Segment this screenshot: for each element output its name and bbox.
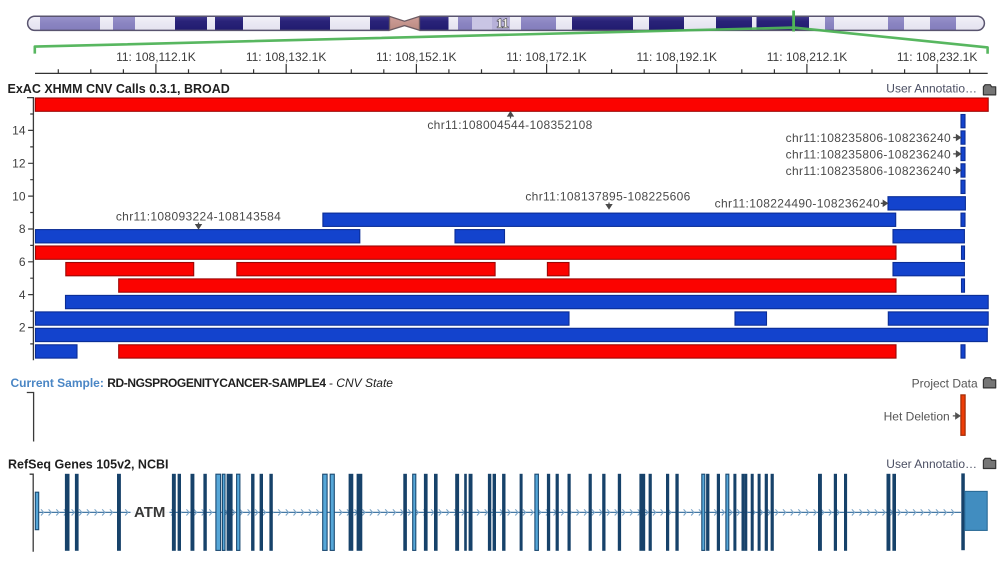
svg-text:User Annotatio…: User Annotatio…	[886, 82, 977, 96]
svg-text:6: 6	[19, 255, 26, 269]
svg-text:chr11:108224490-108236240: chr11:108224490-108236240	[715, 197, 880, 211]
svg-text:10: 10	[12, 189, 26, 203]
svg-text:2: 2	[19, 321, 26, 335]
svg-text:ExAC XHMM CNV Calls 0.3.1, BRO: ExAC XHMM CNV Calls 0.3.1, BROAD	[8, 82, 230, 96]
svg-text:Project Data: Project Data	[912, 377, 978, 391]
svg-text:chr11:108093224-108143584: chr11:108093224-108143584	[116, 210, 281, 224]
svg-text:11: 108,212.1K: 11: 108,212.1K	[767, 50, 848, 64]
svg-text:chr11:108235806-108236240: chr11:108235806-108236240	[786, 164, 951, 178]
svg-text:11: 11	[496, 16, 508, 31]
svg-text:ATM: ATM	[134, 504, 165, 521]
svg-text:chr11:108235806-108236240: chr11:108235806-108236240	[786, 147, 951, 161]
svg-text:11: 108,152.1K: 11: 108,152.1K	[376, 50, 457, 64]
svg-text:14: 14	[12, 124, 26, 138]
svg-text:11: 108,132.1K: 11: 108,132.1K	[246, 50, 327, 64]
svg-text:12: 12	[12, 157, 26, 171]
svg-text:chr11:108235806-108236240: chr11:108235806-108236240	[786, 131, 951, 145]
svg-text:RefSeq Genes 105v2, NCBI: RefSeq Genes 105v2, NCBI	[8, 457, 169, 471]
svg-text:4: 4	[19, 288, 26, 302]
svg-text:11: 108,192.1K: 11: 108,192.1K	[637, 50, 718, 64]
svg-text:Current Sample: RD-NGSPROGENIT: Current Sample: RD-NGSPROGENITYCANCER-SA…	[11, 376, 394, 390]
svg-text:11: 108,112.1K: 11: 108,112.1K	[116, 50, 196, 64]
svg-text:11: 108,172.1K: 11: 108,172.1K	[506, 50, 587, 64]
svg-text:11: 108,232.1K: 11: 108,232.1K	[897, 50, 978, 64]
svg-text:Het Deletion: Het Deletion	[884, 409, 950, 423]
svg-text:chr11:108004544-108352108: chr11:108004544-108352108	[427, 118, 592, 132]
svg-text:8: 8	[19, 222, 26, 236]
svg-text:User Annotatio…: User Annotatio…	[886, 457, 977, 471]
svg-text:chr11:108137895-108225606: chr11:108137895-108225606	[525, 190, 690, 204]
